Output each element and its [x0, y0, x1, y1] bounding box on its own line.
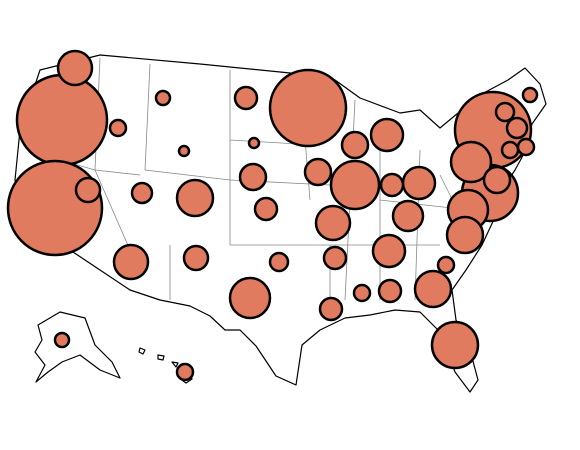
bubble [322, 245, 348, 271]
bubble [318, 296, 344, 322]
bubble [175, 362, 195, 382]
bubble [112, 243, 150, 281]
bubble [53, 331, 71, 349]
bubble [329, 159, 381, 211]
bubble [177, 144, 191, 158]
bubble [413, 269, 453, 309]
bubble [175, 178, 215, 218]
bubble [6, 159, 104, 257]
bubble [56, 49, 94, 87]
bubble [268, 68, 348, 148]
bubble [521, 86, 539, 104]
bubble [494, 101, 516, 123]
bubble [74, 176, 102, 204]
bubble [303, 157, 333, 187]
bubble [391, 199, 425, 233]
bubble [516, 137, 536, 157]
bubble [340, 130, 370, 160]
bubble [253, 196, 279, 222]
bubble [228, 276, 272, 320]
bubble [430, 320, 480, 370]
bubble [371, 233, 407, 269]
bubble [379, 172, 405, 198]
bubble [233, 85, 259, 111]
contiguous-us [14, 54, 547, 393]
bubble [505, 116, 529, 140]
bubble [445, 215, 485, 255]
bubble [182, 244, 210, 272]
bubble [436, 255, 456, 275]
bubble [130, 181, 154, 205]
bubble [482, 165, 512, 195]
bubble [247, 136, 261, 150]
bubble [108, 118, 128, 138]
bubble [500, 140, 520, 160]
bubble [377, 278, 403, 304]
bubble [449, 140, 493, 184]
bubble [154, 89, 172, 107]
bubble [369, 117, 405, 153]
bubble [352, 283, 372, 303]
bubble [314, 204, 352, 242]
bubble [268, 251, 290, 273]
bubble [401, 165, 437, 201]
bubble [15, 73, 109, 167]
alaska [34, 311, 121, 383]
bubble [238, 162, 268, 192]
